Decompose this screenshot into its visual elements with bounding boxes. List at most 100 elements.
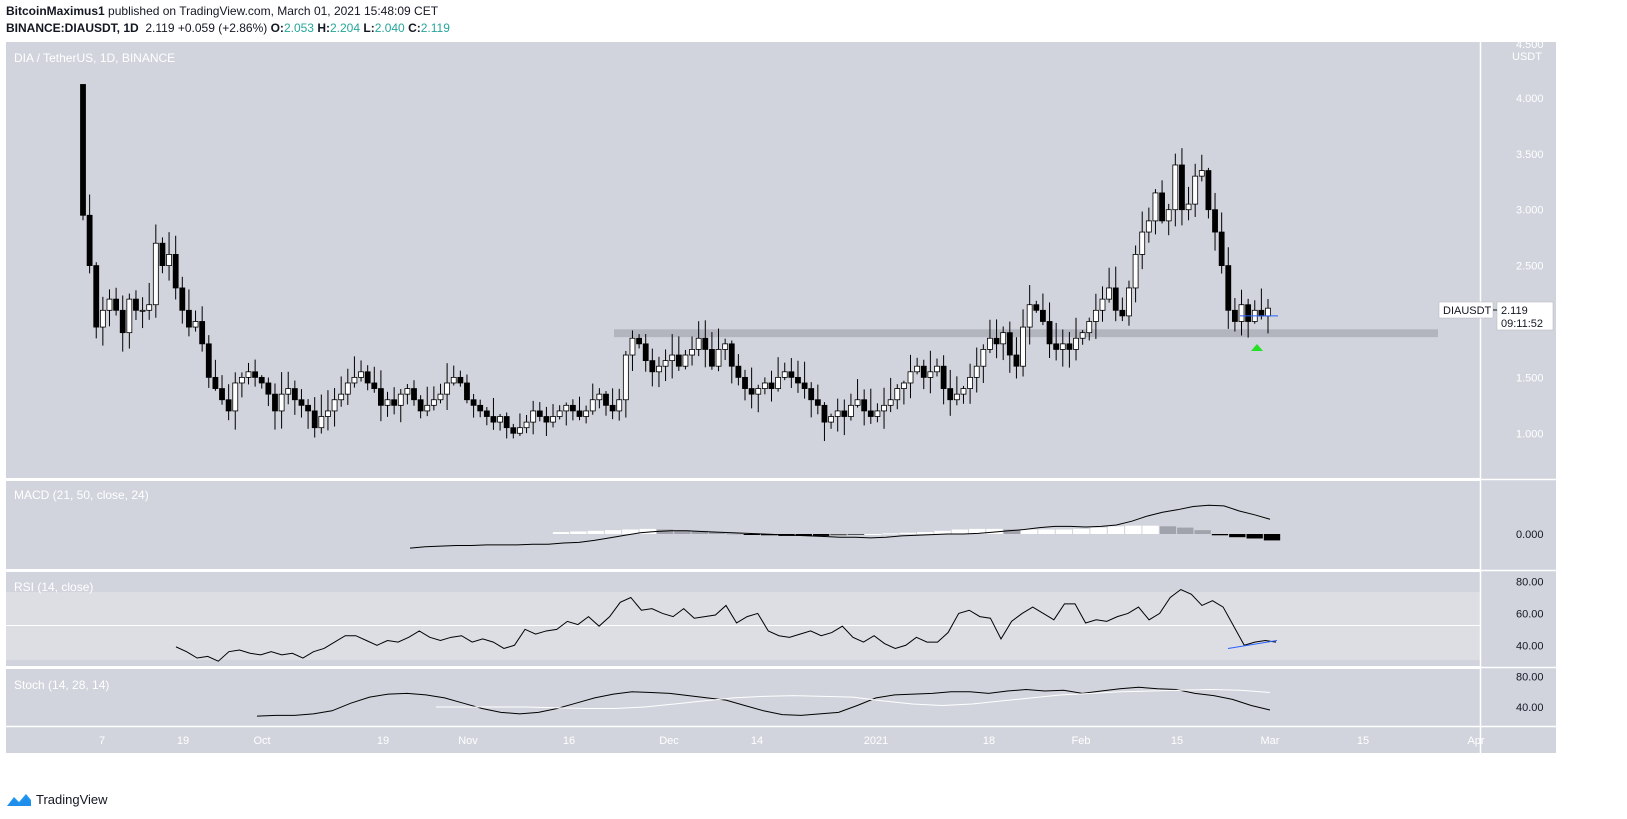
time-tick: 14	[751, 735, 763, 747]
candle-body	[755, 388, 762, 395]
candle-body	[709, 349, 715, 367]
candle-body	[166, 254, 172, 266]
candle-body	[636, 337, 642, 345]
macd-histogram-bar	[986, 528, 1003, 534]
candle-body	[159, 242, 166, 266]
candle-body	[867, 410, 874, 417]
candle	[152, 224, 159, 318]
candle-body	[973, 365, 980, 378]
candle	[874, 403, 881, 423]
candle	[417, 395, 424, 419]
candle-body	[834, 410, 841, 417]
macd-histogram-bar	[1125, 525, 1142, 534]
candle-body	[219, 388, 225, 401]
candle-body	[378, 388, 384, 406]
candle	[238, 372, 245, 398]
candle	[285, 371, 292, 405]
macd-histogram-bar	[656, 529, 674, 534]
time-axis-bg[interactable]	[6, 727, 1480, 753]
candle-body	[728, 343, 735, 367]
candle-body	[543, 416, 550, 423]
candle	[848, 393, 854, 421]
candle	[536, 402, 543, 422]
candle	[662, 349, 669, 382]
candle	[636, 334, 642, 349]
time-tick: 16	[563, 735, 575, 747]
candle-body	[828, 416, 834, 423]
candle	[1238, 289, 1245, 336]
candle-body	[1231, 309, 1238, 322]
candle-body	[907, 371, 914, 384]
macd-histogram-bar	[570, 531, 587, 534]
candle-body	[629, 337, 636, 356]
low-value: 2.040	[374, 21, 405, 35]
candle	[861, 389, 868, 426]
macd-histogram-bar	[1177, 527, 1194, 534]
candle-body	[430, 399, 437, 406]
candle-body	[245, 371, 252, 378]
candle	[689, 336, 695, 366]
candle	[629, 330, 636, 371]
tradingview-brand[interactable]: TradingView	[6, 792, 108, 807]
candle-body	[662, 360, 669, 367]
candle-body	[1179, 164, 1185, 211]
stoch-k-line	[256, 686, 1271, 717]
price-tag	[1496, 301, 1554, 331]
candle-body	[1079, 332, 1086, 339]
candle	[1179, 148, 1185, 226]
candle	[967, 363, 973, 404]
candle	[1139, 211, 1146, 270]
candle-body	[358, 371, 364, 378]
candle	[444, 363, 451, 410]
stoch-label: Stoch (14, 28, 14)	[14, 678, 109, 692]
candle	[311, 397, 318, 438]
macd-histogram-bar	[1246, 534, 1263, 539]
candle-body	[1033, 304, 1040, 311]
candle-body	[1132, 254, 1139, 289]
candle-body	[563, 404, 570, 412]
candle-body	[1086, 321, 1093, 334]
candle	[1218, 212, 1225, 274]
macd-histogram-bar	[1107, 526, 1125, 534]
candle	[1000, 326, 1007, 361]
candle	[305, 399, 311, 429]
candle	[1145, 207, 1152, 243]
macd-pane[interactable]	[6, 481, 1480, 569]
candle	[960, 385, 967, 404]
candle	[1245, 298, 1252, 338]
price-tick: 1.000	[1516, 428, 1544, 440]
rsi-trend-line	[1227, 640, 1278, 649]
candle-body	[1198, 170, 1205, 177]
candle	[457, 370, 464, 387]
candle	[298, 389, 305, 418]
candle	[126, 293, 133, 349]
low-label: L:	[363, 21, 375, 35]
candle-body	[80, 84, 86, 216]
candle-body	[881, 404, 887, 412]
author-name[interactable]: BitcoinMaximus1	[6, 4, 105, 18]
candle	[503, 412, 510, 439]
candle	[186, 289, 192, 337]
candle-body	[490, 416, 497, 423]
price-pane[interactable]	[6, 42, 1480, 478]
candle-body	[391, 399, 398, 406]
candle	[1192, 163, 1199, 217]
candle-body	[1225, 265, 1232, 311]
candle	[583, 405, 590, 424]
macd-histogram-bar	[552, 532, 570, 534]
candle	[894, 384, 901, 410]
candle-body	[887, 399, 894, 406]
macd-histogram-bar	[726, 533, 743, 535]
candle	[351, 356, 358, 388]
candle-body	[927, 371, 934, 378]
macd-histogram-bar	[1073, 528, 1090, 534]
time-tick: 7	[99, 735, 105, 747]
candle	[828, 413, 834, 429]
candle	[881, 387, 887, 429]
price-axis-bg[interactable]	[1480, 42, 1556, 753]
candle-body	[212, 376, 219, 389]
macd-histogram-bar	[1021, 529, 1038, 534]
macd-histogram-bar	[639, 528, 656, 534]
candle-body	[967, 376, 973, 389]
